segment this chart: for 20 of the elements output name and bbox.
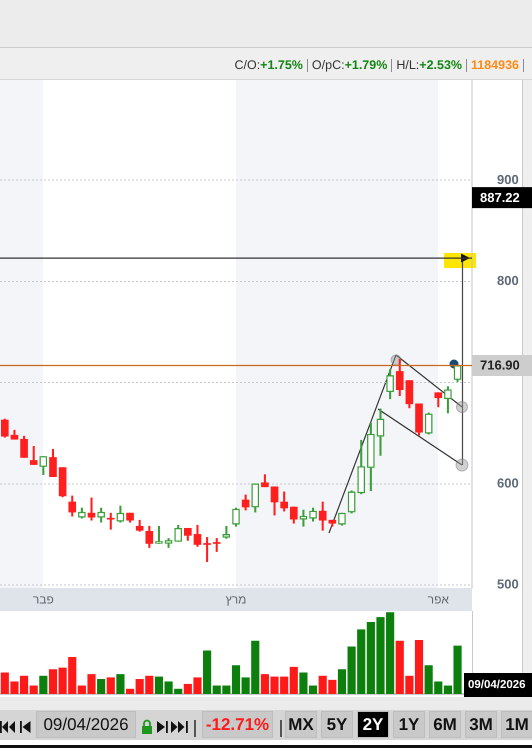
x-tick-label: פבר [32, 592, 54, 607]
text: C/O:+1.75% [234, 58, 303, 72]
y-tick-label: 900 [497, 172, 519, 187]
candlestick [212, 538, 221, 552]
bar [97, 679, 106, 694]
date-field: 09/04/2026 [36, 711, 136, 738]
y-tick-label: 800 [497, 272, 519, 288]
x-tick-label: אפר [428, 592, 450, 607]
y-tick-label: 600 [497, 475, 519, 490]
text: 887.22 [480, 190, 520, 205]
bar [106, 677, 115, 694]
annotation: 09/04/2026 [468, 679, 526, 692]
ref-line-label: 716.90 [480, 358, 520, 373]
x-tick-label: מרץ [226, 592, 246, 607]
text: O/pC:+1.79% [312, 58, 388, 72]
text: H/L:+2.53% [396, 58, 462, 72]
bar [39, 676, 48, 694]
bar [116, 674, 124, 694]
y-tick-label: 500 [497, 576, 519, 592]
text: 1184936 [471, 58, 519, 72]
